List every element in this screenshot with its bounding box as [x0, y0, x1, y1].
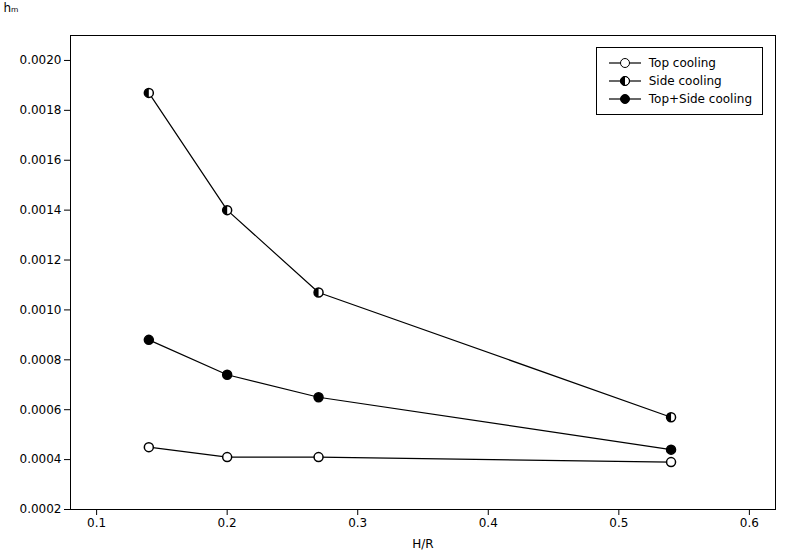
html-text:Side cooling: Side cooling [648, 74, 722, 88]
svg-text:0.1: 0.1 [87, 516, 106, 530]
svg-text:0.0006: 0.0006 [20, 403, 62, 417]
svg-text:0.2: 0.2 [218, 516, 237, 530]
svg-text:0.0020: 0.0020 [20, 53, 62, 67]
svg-text:hₘ: hₘ [4, 1, 19, 15]
svg-text:0.4: 0.4 [479, 516, 498, 530]
svg-text:0.3: 0.3 [348, 516, 367, 530]
svg-text:0.0014: 0.0014 [20, 203, 62, 217]
html-text:Top cooling: Top cooling [648, 56, 716, 70]
svg-text:0.0018: 0.0018 [20, 103, 62, 117]
svg-text:0.0016: 0.0016 [20, 153, 62, 167]
svg-text:0.5: 0.5 [609, 516, 628, 530]
svg-text:0.0012: 0.0012 [20, 253, 62, 267]
svg-text:H/R: H/R [412, 537, 433, 551]
svg-text:0.0004: 0.0004 [20, 452, 62, 466]
svg-text:0.0002: 0.0002 [20, 502, 62, 516]
svg-text:0.0008: 0.0008 [20, 353, 62, 367]
html-text:Top+Side cooling: Top+Side cooling [648, 92, 752, 106]
svg-text:0.0010: 0.0010 [20, 303, 62, 317]
svg-text:0.6: 0.6 [740, 516, 759, 530]
